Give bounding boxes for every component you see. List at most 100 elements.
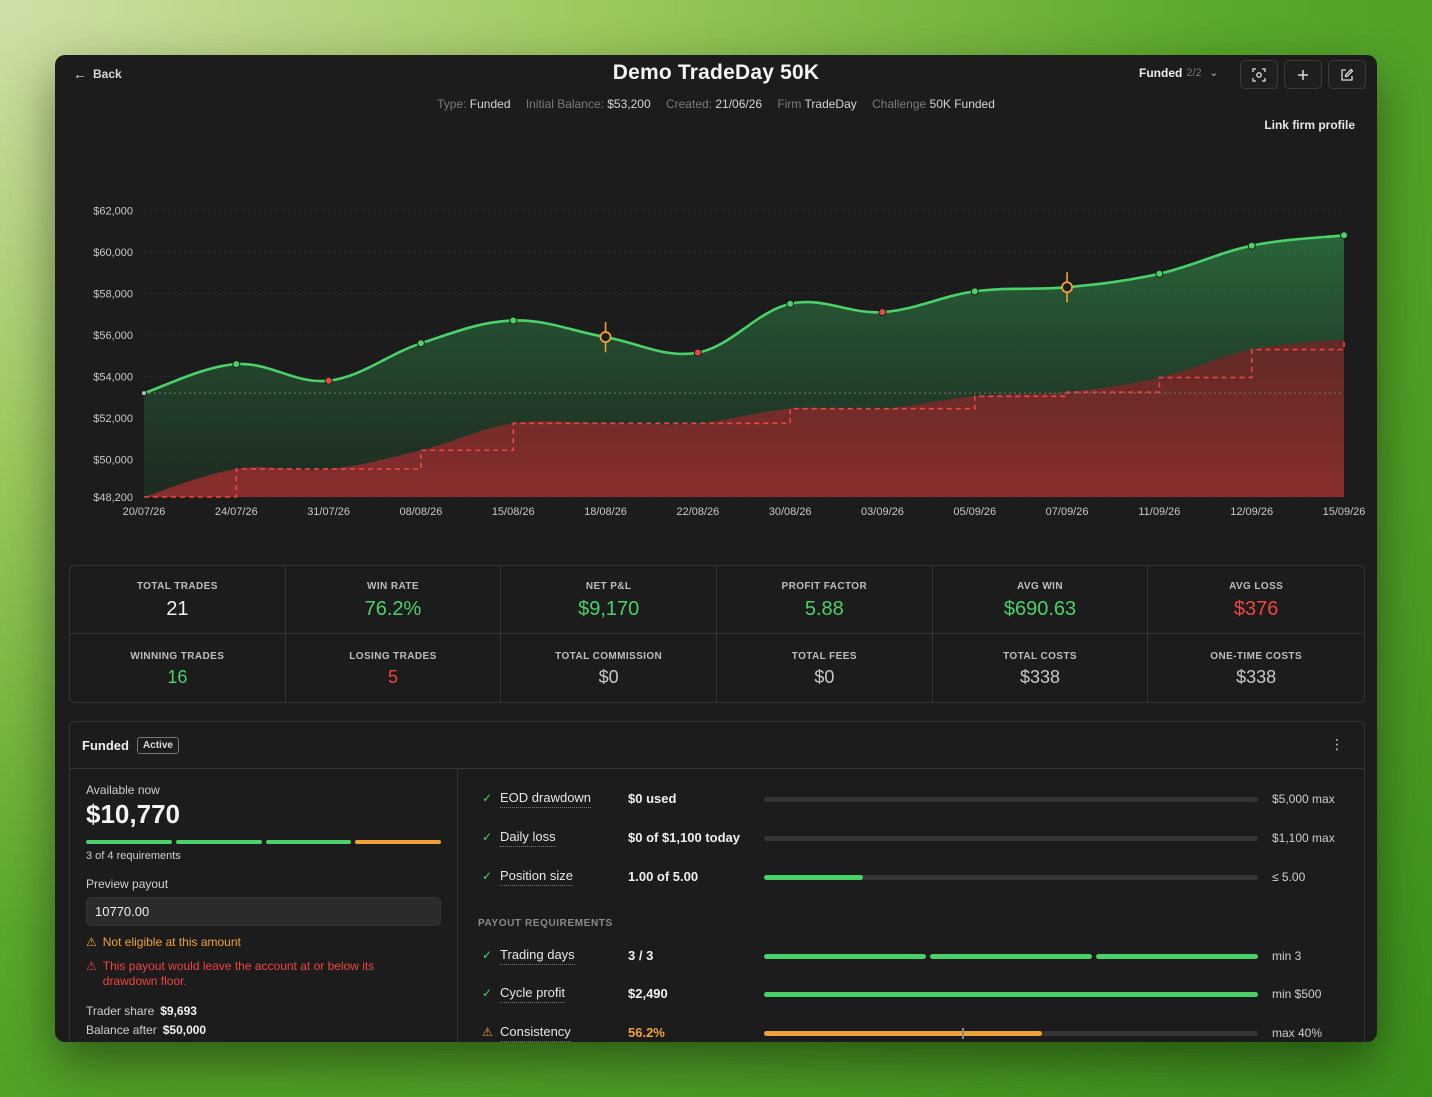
warning-icon: ⚠ [482, 1025, 493, 1039]
x-tick-label: 08/08/26 [400, 506, 443, 518]
requirements-progress [86, 840, 441, 844]
threshold-marker [961, 1028, 964, 1039]
stat-avg-loss: AVG LOSS $376 [1148, 566, 1364, 634]
status-badge: Active [136, 736, 179, 754]
funded-title: Funded [82, 737, 129, 753]
stat-winning-trades: WINNING TRADES 16 [70, 634, 286, 702]
meta-created-value: 21/06/26 [715, 97, 763, 111]
drawdown-floor-line [144, 339, 1345, 498]
x-tick-label: 11/09/26 [1138, 506, 1180, 518]
rule-position-size: ✓ Position size 1.00 of 5.00 ≤ 5.00 [458, 867, 1364, 887]
screenshot-icon [1252, 67, 1266, 82]
check-icon: ✓ [482, 948, 493, 962]
win-point[interactable] [786, 299, 795, 308]
eligibility-warning: ⚠ Not eligible at this amount [86, 935, 241, 949]
stat-net-p-l: NET P&L $9,170 [501, 566, 717, 634]
more-options-icon[interactable]: ⋮ [1330, 736, 1344, 752]
rules-list: PAYOUT REQUIREMENTS ✓ EOD drawdown $0 used… [458, 769, 1364, 1042]
loss-point[interactable] [878, 308, 887, 317]
progress-fill [764, 875, 863, 880]
stat-profit-factor: PROFIT FACTOR 5.88 [717, 566, 933, 634]
stat-label: WIN RATE [367, 581, 419, 592]
equity-chart: $48,200 $50,000 $52,000 $54,000 $56,000 $58,0… [93, 205, 1366, 518]
rule-trading-days: ✓ Trading days 3 / 3 min 3 [458, 946, 1364, 966]
start-point[interactable] [141, 390, 147, 397]
stat-label: TOTAL COMMISSION [555, 651, 663, 662]
edit-icon [1341, 68, 1354, 81]
win-point[interactable] [232, 360, 241, 369]
win-point[interactable] [1340, 231, 1348, 240]
add-button[interactable] [1284, 60, 1322, 89]
edit-button[interactable] [1328, 60, 1366, 89]
rule-name[interactable]: Position size [500, 868, 573, 886]
win-point[interactable] [416, 339, 425, 348]
stat-total-costs: TOTAL COSTS $338 [933, 634, 1149, 702]
y-tick-label: $50,000 [93, 455, 133, 467]
win-point[interactable] [970, 287, 979, 296]
rule-name[interactable]: Trading days [500, 947, 575, 965]
y-tick-label: $62,000 [93, 205, 133, 217]
y-tick-label: $60,000 [93, 247, 133, 259]
flag-marker[interactable] [599, 331, 612, 343]
win-point[interactable] [1155, 269, 1164, 278]
rule-name[interactable]: Consistency [500, 1024, 571, 1042]
link-firm-profile-link[interactable]: Link firm profile [1264, 118, 1355, 132]
loss-point[interactable] [324, 376, 333, 385]
stat-one-time-costs: ONE-TIME COSTS $338 [1148, 634, 1364, 702]
arrow-left-icon: ← [73, 66, 87, 82]
screenshot-button[interactable] [1240, 60, 1278, 89]
back-label: Back [93, 67, 122, 81]
rule-name[interactable]: Cycle profit [500, 985, 566, 1003]
check-icon: ✓ [482, 791, 493, 805]
stat-value: 76.2% [364, 598, 422, 620]
stat-value: $338 [1236, 667, 1277, 687]
drawdown-floor-warning-text: This payout would leave the account at o… [102, 959, 375, 988]
trader-share-label: Trader share [86, 1004, 155, 1018]
account-meta: Type: Funded Initial Balance: $53,200 Cr… [55, 97, 1377, 111]
x-tick-label: 15/08/26 [492, 506, 535, 518]
progress-segment [764, 954, 926, 959]
rule-progress [764, 992, 1258, 997]
rule-progress [764, 836, 1258, 841]
rule-consistency: ⚠ Consistency 56.2% max 40% [458, 1023, 1364, 1042]
phase-count: 2/2 [1186, 67, 1202, 79]
rule-status: $0 used [628, 791, 677, 806]
loss-point[interactable] [693, 348, 702, 357]
available-value: $10,770 [86, 799, 180, 829]
back-button[interactable]: ← Back [73, 66, 122, 82]
x-tick-label: 18/08/26 [584, 506, 627, 518]
win-point[interactable] [509, 316, 518, 325]
stat-label: AVG LOSS [1229, 581, 1284, 592]
rule-limit: min $500 [1272, 987, 1322, 1001]
trader-share: Trader share $9,693 [86, 1004, 197, 1018]
funded-panel: Funded Active ⋮ Available now $10,770 3 … [69, 721, 1365, 1042]
flag-marker[interactable] [1061, 281, 1073, 294]
stat-total-trades: TOTAL TRADES 21 [70, 566, 286, 634]
preview-payout-input[interactable] [86, 897, 441, 926]
stat-label: PROFIT FACTOR [781, 581, 868, 592]
rule-progress [764, 954, 1258, 959]
stat-label: AVG WIN [1017, 581, 1063, 592]
win-point[interactable] [1247, 241, 1256, 250]
phase-selector[interactable]: Funded 2/2 ⌄ [1139, 66, 1218, 80]
page-title: Demo TradeDay 50K [612, 61, 820, 84]
preview-payout-label: Preview payout [86, 877, 169, 891]
rule-status: $2,490 [628, 986, 668, 1001]
stat-label: WINNING TRADES [130, 651, 225, 662]
y-tick-label: $58,000 [93, 288, 133, 300]
rule-name[interactable]: EOD drawdown [500, 790, 592, 808]
stat-value: $0 [598, 667, 619, 687]
x-tick-label: 24/07/26 [215, 506, 258, 518]
rule-status: $0 of $1,100 today [628, 830, 740, 845]
rule-limit: max 40% [1272, 1026, 1323, 1040]
equity-line [143, 234, 1345, 395]
stat-label: TOTAL COSTS [1003, 651, 1077, 662]
stat-value: 5.88 [804, 598, 844, 620]
x-tick-label: 05/09/26 [953, 506, 996, 518]
rule-progress [764, 797, 1258, 802]
check-icon: ✓ [482, 830, 493, 844]
stat-total-commission: TOTAL COMMISSION $0 [501, 634, 717, 702]
x-tick-label: 15/09/26 [1323, 506, 1366, 518]
rule-name[interactable]: Daily loss [500, 829, 556, 847]
requirement-segment [265, 840, 352, 844]
